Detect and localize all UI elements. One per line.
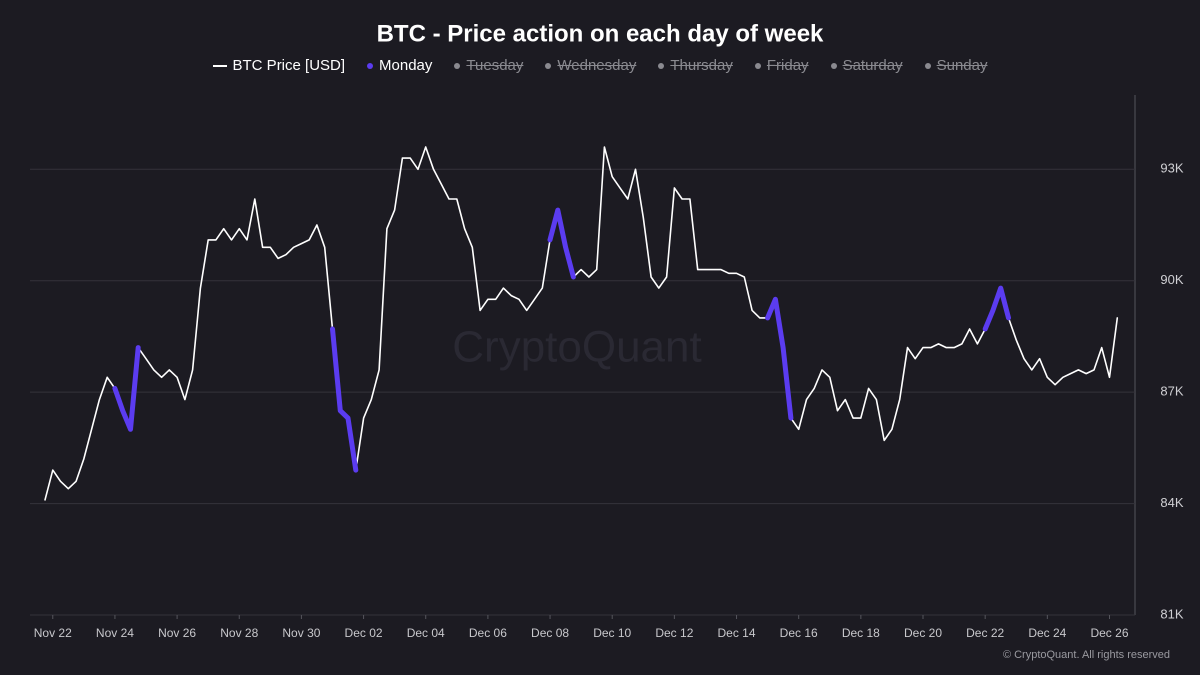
legend-label: Thursday	[670, 57, 733, 74]
legend-symbol	[212, 64, 227, 67]
x-tick-label: Dec 24	[1028, 626, 1066, 640]
y-tick-label: 90K	[1160, 272, 1183, 287]
series-line	[44, 146, 1119, 501]
x-tick-label: Dec 08	[531, 626, 569, 640]
chart-title: BTC - Price action on each day of week	[377, 20, 824, 47]
legend-label: Wednesday	[557, 57, 637, 74]
y-tick-label: 93K	[1160, 161, 1183, 176]
x-tick-label: Nov 30	[282, 626, 320, 640]
legend-item[interactable]: BTC Price [USD]	[212, 57, 346, 74]
x-tick-label: Dec 06	[469, 626, 507, 640]
legend-item[interactable]: Tuesday	[454, 57, 523, 74]
x-tick-label: Dec 10	[593, 626, 631, 640]
legend-label: Tuesday	[466, 57, 524, 74]
x-tick-label: Nov 28	[220, 626, 258, 640]
legend-item[interactable]: Sunday	[924, 57, 988, 74]
legend-item[interactable]: Monday	[367, 57, 432, 74]
legend-symbol	[830, 62, 837, 69]
x-tick-label: Dec 02	[345, 626, 383, 640]
x-tick-label: Dec 04	[407, 626, 445, 640]
watermark: CryptoQuant	[452, 323, 701, 372]
x-tick-label: Dec 26	[1090, 626, 1128, 640]
legend-symbol	[454, 62, 461, 69]
legend-symbol	[367, 62, 374, 69]
x-tick-label: Nov 24	[96, 626, 134, 640]
legend-item[interactable]: Friday	[754, 57, 809, 74]
legend-item[interactable]: Wednesday	[545, 57, 636, 74]
y-tick-label: 84K	[1160, 495, 1183, 510]
legend-label: Saturday	[842, 57, 903, 74]
y-tick-label: 81K	[1160, 606, 1183, 621]
legend-symbol	[924, 62, 931, 69]
x-tick-label: Nov 26	[158, 626, 196, 640]
legend-label: Sunday	[936, 57, 988, 74]
x-tick-label: Dec 18	[842, 626, 880, 640]
x-tick-label: Dec 16	[780, 626, 818, 640]
x-tick-label: Dec 20	[904, 626, 942, 640]
legend-item[interactable]: Thursday	[658, 57, 733, 74]
legend-label: Monday	[379, 57, 433, 74]
legend-item[interactable]: Saturday	[830, 57, 903, 74]
legend-symbol	[754, 62, 761, 69]
legend-symbol	[658, 62, 665, 69]
y-tick-label: 87K	[1160, 384, 1183, 399]
x-tick-label: Dec 22	[966, 626, 1004, 640]
series-line	[112, 207, 1011, 473]
legend-label: BTC Price [USD]	[232, 57, 346, 74]
legend: BTC Price [USD] Monday Tuesday Wednesday Thu…	[0, 57, 1200, 74]
legend-symbol	[545, 62, 552, 69]
x-tick-label: Dec 12	[655, 626, 693, 640]
legend-label: Friday	[766, 57, 809, 74]
x-tick-label: Nov 22	[34, 626, 72, 640]
footer: © CryptoQuant. All rights reserved	[1003, 649, 1170, 661]
x-tick-label: Dec 14	[718, 626, 756, 640]
